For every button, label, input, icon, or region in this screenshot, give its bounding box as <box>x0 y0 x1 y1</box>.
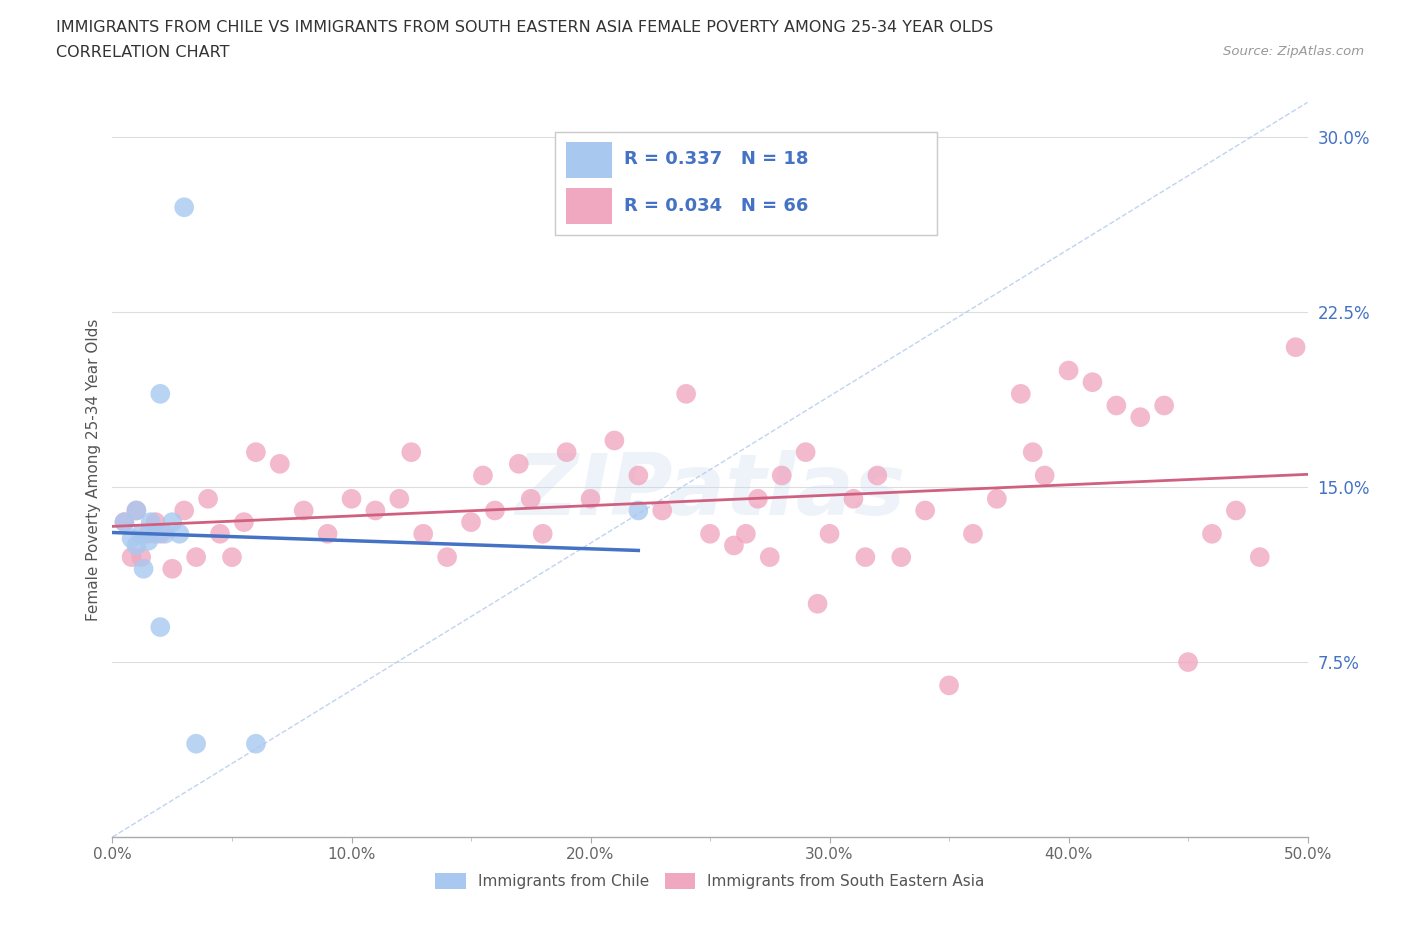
Point <box>735 526 758 541</box>
Point <box>233 514 256 529</box>
Point <box>770 468 793 483</box>
Point <box>890 550 912 565</box>
Point <box>1081 375 1104 390</box>
Point <box>1225 503 1247 518</box>
Point <box>603 433 626 448</box>
Point <box>139 514 162 529</box>
Point <box>1022 445 1045 459</box>
Point <box>866 468 889 483</box>
Point <box>186 737 208 751</box>
Point <box>508 457 530 472</box>
Point <box>484 503 506 518</box>
Point <box>121 531 143 546</box>
Point <box>460 514 482 529</box>
Y-axis label: Female Poverty Among 25-34 Year Olds: Female Poverty Among 25-34 Year Olds <box>86 318 101 621</box>
Point <box>125 503 148 518</box>
Point <box>938 678 960 693</box>
Point <box>1201 526 1223 541</box>
Text: Source: ZipAtlas.com: Source: ZipAtlas.com <box>1223 45 1364 58</box>
Point <box>520 491 543 506</box>
Point <box>245 737 267 751</box>
Point <box>340 491 363 506</box>
Point <box>149 386 172 401</box>
Point <box>149 619 172 634</box>
Point <box>1177 655 1199 670</box>
Point <box>855 550 877 565</box>
Point <box>627 468 650 483</box>
Text: ZIPatlas: ZIPatlas <box>515 450 905 533</box>
Point <box>759 550 782 565</box>
Point <box>675 386 697 401</box>
Point <box>364 503 387 518</box>
Point <box>412 526 434 541</box>
Point <box>807 596 830 611</box>
Point <box>1105 398 1128 413</box>
Point <box>1129 410 1152 425</box>
Point <box>114 514 135 529</box>
Point <box>316 526 339 541</box>
Point <box>149 526 172 541</box>
Point <box>169 526 191 541</box>
Point <box>1153 398 1175 413</box>
Point <box>145 514 167 529</box>
Text: IMMIGRANTS FROM CHILE VS IMMIGRANTS FROM SOUTH EASTERN ASIA FEMALE POVERTY AMONG: IMMIGRANTS FROM CHILE VS IMMIGRANTS FROM… <box>56 20 994 35</box>
Point <box>129 526 152 541</box>
Point <box>209 526 232 541</box>
Legend: Immigrants from Chile, Immigrants from South Eastern Asia: Immigrants from Chile, Immigrants from S… <box>429 868 991 896</box>
Point <box>269 457 291 472</box>
Point <box>1285 339 1308 354</box>
Point <box>555 445 578 459</box>
Point <box>723 538 745 553</box>
Point <box>197 491 219 506</box>
Point <box>1010 386 1032 401</box>
Point <box>436 550 458 565</box>
Point <box>627 503 650 518</box>
Point <box>747 491 769 506</box>
Point <box>1033 468 1056 483</box>
Point <box>173 503 195 518</box>
Text: CORRELATION CHART: CORRELATION CHART <box>56 45 229 60</box>
Point <box>962 526 984 541</box>
Point <box>794 445 817 459</box>
Point <box>1249 550 1271 565</box>
Point <box>186 550 208 565</box>
Point <box>138 526 160 541</box>
Point <box>138 533 160 548</box>
Point <box>125 503 148 518</box>
Point <box>125 538 148 553</box>
Point <box>651 503 673 518</box>
Point <box>531 526 554 541</box>
Point <box>245 445 267 459</box>
Point <box>162 514 183 529</box>
Point <box>401 445 423 459</box>
Point <box>579 491 602 506</box>
Point <box>914 503 936 518</box>
Point <box>132 562 155 577</box>
Point <box>114 514 135 529</box>
Point <box>842 491 865 506</box>
Point <box>121 550 143 565</box>
Point <box>162 562 183 577</box>
Point <box>818 526 841 541</box>
Point <box>986 491 1008 506</box>
Point <box>145 526 167 541</box>
Point <box>472 468 495 483</box>
Point <box>173 200 195 215</box>
Point <box>292 503 315 518</box>
Point <box>153 526 176 541</box>
Point <box>1057 363 1080 378</box>
Point <box>129 550 152 565</box>
Point <box>388 491 411 506</box>
Point <box>699 526 721 541</box>
Point <box>221 550 243 565</box>
